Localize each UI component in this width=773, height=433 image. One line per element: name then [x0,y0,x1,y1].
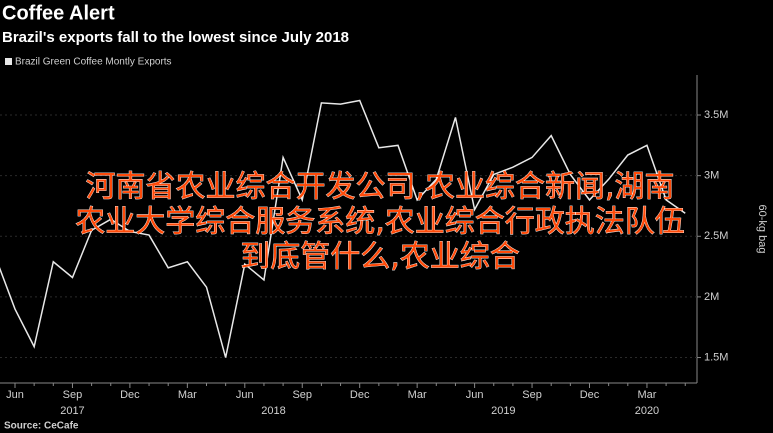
y-tick-label: 3M [704,170,719,182]
x-tick-label: Mar [178,389,197,401]
x-tick-label: Dec [120,389,140,401]
x-year-label: 2020 [635,405,659,417]
x-tick-label: Dec [580,389,600,401]
x-tick-label: Sep [292,389,312,401]
chart-subtitle: Brazil's exports fall to the lowest sinc… [2,29,349,46]
x-year-label: 2017 [60,405,84,417]
y-tick-label: 2M [704,291,719,303]
source: Source: CeCafe [4,421,79,432]
x-year-label: 2018 [261,405,285,417]
x-tick-label: Mar [637,389,656,401]
overlay-text: 河南省农业综合开发公司,农业综合新闻,湖南 [85,170,674,205]
y-tick-label: 3.5M [704,109,728,121]
x-tick-label: Mar [408,389,427,401]
x-tick-label: Dec [350,389,370,401]
legend-swatch [5,58,12,65]
overlay-text: 到底管什么,农业综合 [240,240,520,275]
y-axis-label: 60-kg bag [756,205,768,254]
x-tick-label: Jun [6,389,24,401]
legend-label: Brazil Green Coffee Montly Exports [15,57,172,68]
overlay-text: 农业大学综合服务系统,农业综合行政执法队伍 [75,205,685,240]
x-tick-label: Jun [466,389,484,401]
x-tick-label: Jun [236,389,254,401]
y-tick-label: 2.5M [704,230,728,242]
y-tick-label: 1.5M [704,351,728,363]
chart-title: Coffee Alert [2,2,115,24]
x-year-label: 2019 [491,405,515,417]
x-tick-label: Sep [63,389,83,401]
x-tick-label: Sep [522,389,542,401]
data-line [0,99,686,358]
